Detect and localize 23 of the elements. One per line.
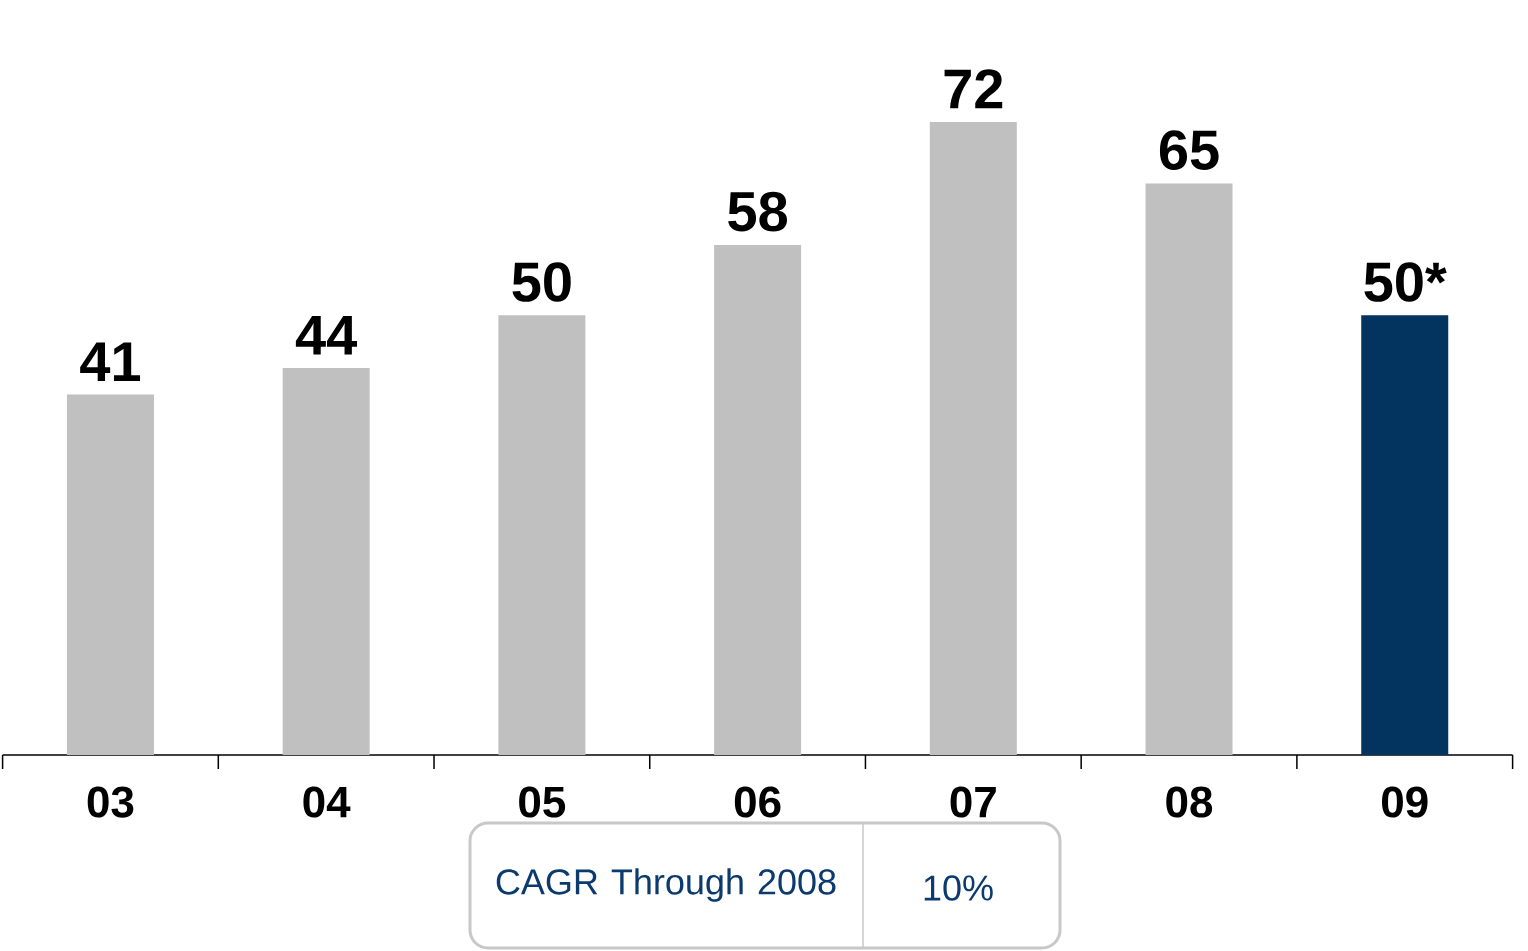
x-tick-label: 04 [303,786,351,818]
x-tick-label: 03 [87,786,134,818]
bar [714,244,802,755]
x-tick-label: 08 [1166,786,1213,818]
x-tick-label: 05 [519,786,566,818]
data-label: 58 [728,191,788,232]
x-tick-label: 09 [1382,786,1428,818]
text: 10% [924,875,993,901]
data-label: 65 [1159,130,1219,170]
data-label: 41 [80,342,141,381]
data-label: 72 [944,69,1003,109]
bar [1361,315,1449,755]
bar [929,121,1017,755]
x-tick-label: 06 [734,786,781,818]
bar [498,315,586,755]
text: CAGR Through 2008 [496,868,836,902]
bar [1145,183,1233,755]
data-label: 44 [295,316,358,355]
x-tick-label: 07 [950,786,996,818]
data-label: 50 [512,262,571,302]
bar [282,368,370,755]
bar [66,394,154,755]
data-label: 50* [1364,262,1447,302]
